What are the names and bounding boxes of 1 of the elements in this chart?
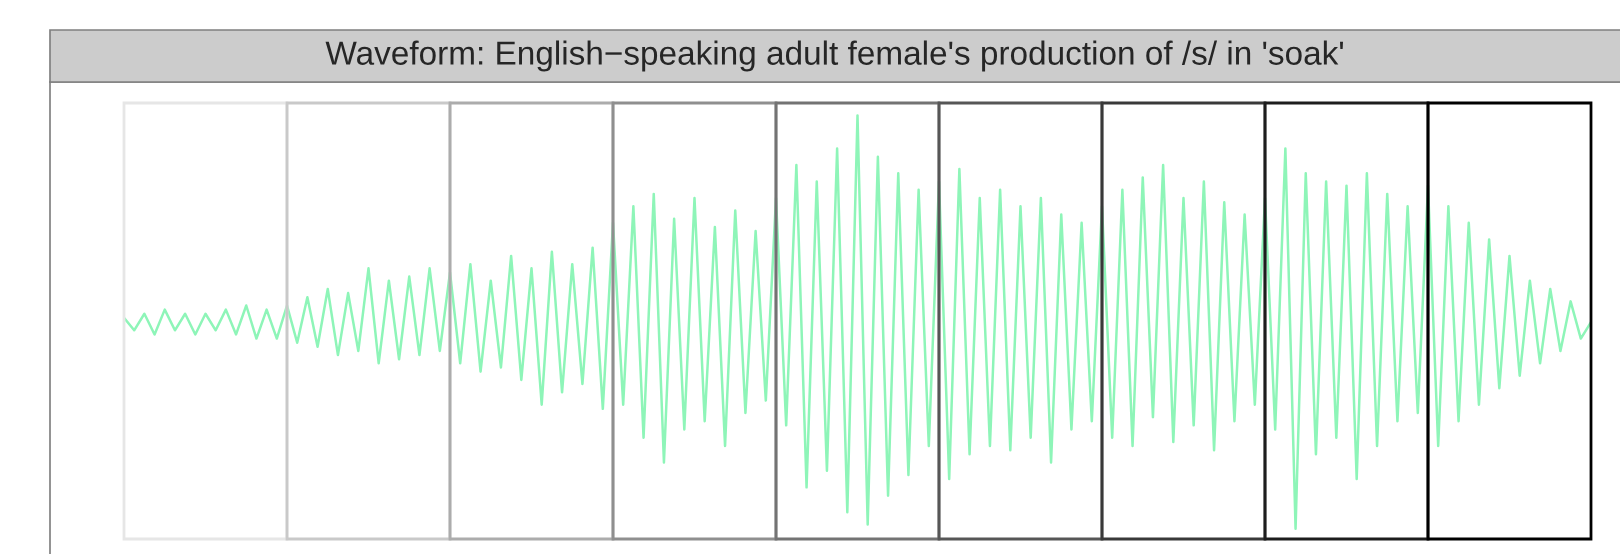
chart-title: Waveform: English−speaking adult female's production of /s/ in 'soak': [325, 40, 1343, 72]
